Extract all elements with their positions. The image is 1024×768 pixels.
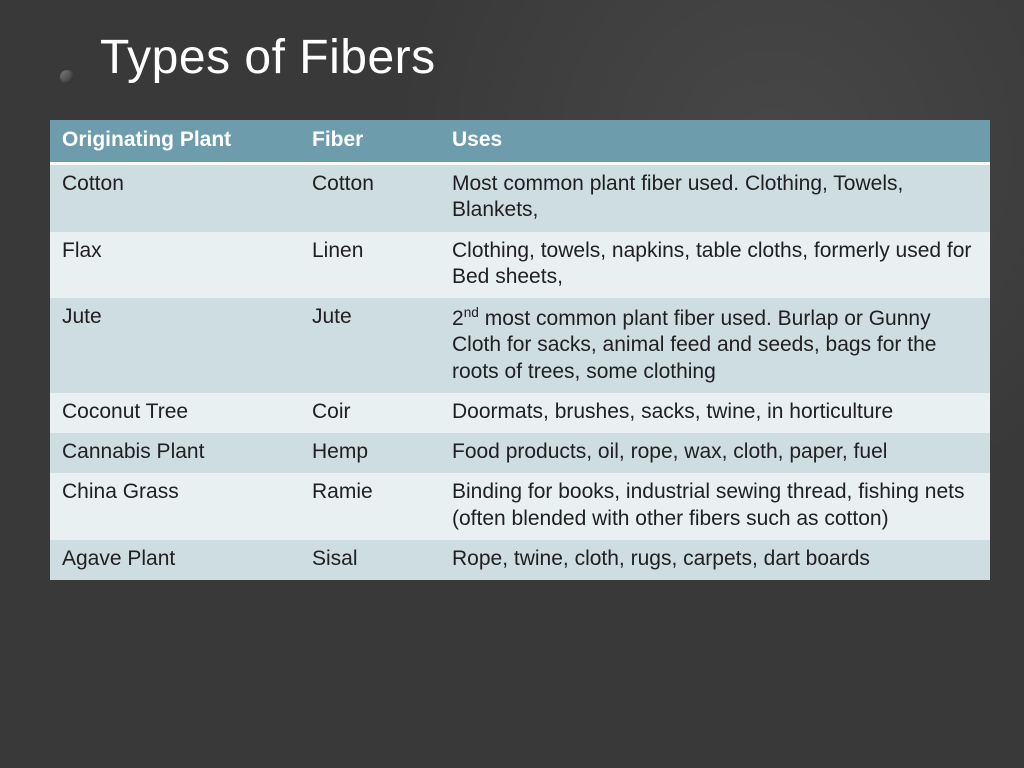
cell-plant: Flax [50,232,300,299]
cell-fiber: Jute [300,298,440,393]
cell-uses: 2nd most common plant fiber used. Burlap… [440,298,990,393]
table-row: JuteJute2nd most common plant fiber used… [50,298,990,393]
cell-plant: Cannabis Plant [50,433,300,473]
cell-fiber: Ramie [300,473,440,540]
col-header-plant: Originating Plant [50,120,300,164]
cell-uses: Food products, oil, rope, wax, cloth, pa… [440,433,990,473]
col-header-fiber: Fiber [300,120,440,164]
cell-uses: Clothing, towels, napkins, table cloths,… [440,232,990,299]
cell-uses: Most common plant fiber used. Clothing, … [440,164,990,232]
cell-fiber: Cotton [300,164,440,232]
cell-plant: Agave Plant [50,540,300,580]
table-body: CottonCottonMost common plant fiber used… [50,164,990,581]
table-row: Cannabis PlantHempFood products, oil, ro… [50,433,990,473]
cell-plant: Jute [50,298,300,393]
cell-uses: Rope, twine, cloth, rugs, carpets, dart … [440,540,990,580]
table-row: FlaxLinenClothing, towels, napkins, tabl… [50,232,990,299]
table-header-row: Originating Plant Fiber Uses [50,120,990,164]
cell-fiber: Hemp [300,433,440,473]
cell-plant: China Grass [50,473,300,540]
fiber-table-container: Originating Plant Fiber Uses CottonCotto… [50,120,990,580]
table-row: Agave PlantSisalRope, twine, cloth, rugs… [50,540,990,580]
cell-plant: Coconut Tree [50,393,300,433]
cell-uses: Doormats, brushes, sacks, twine, in hort… [440,393,990,433]
cell-uses: Binding for books, industrial sewing thr… [440,473,990,540]
cell-plant: Cotton [50,164,300,232]
cell-fiber: Linen [300,232,440,299]
col-header-uses: Uses [440,120,990,164]
fiber-table: Originating Plant Fiber Uses CottonCotto… [50,120,990,580]
table-row: China GrassRamieBinding for books, indus… [50,473,990,540]
cell-fiber: Sisal [300,540,440,580]
table-row: CottonCottonMost common plant fiber used… [50,164,990,232]
cell-fiber: Coir [300,393,440,433]
table-row: Coconut TreeCoirDoormats, brushes, sacks… [50,393,990,433]
slide-title: Types of Fibers [100,30,436,85]
title-bullet-icon [60,70,74,84]
